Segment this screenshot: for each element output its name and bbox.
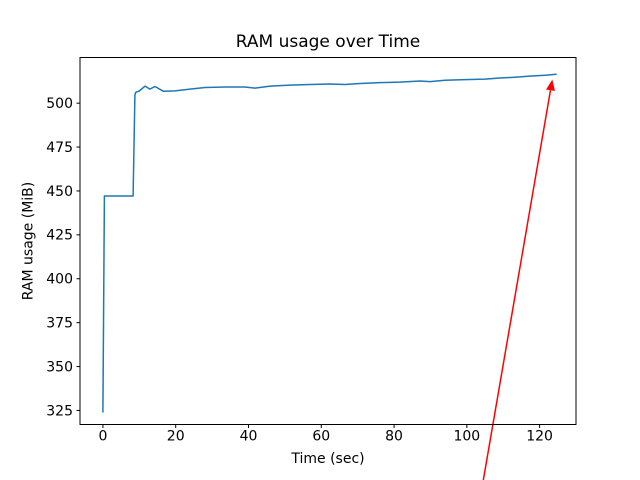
y-tick-label: 400 <box>46 272 73 288</box>
annotation-arrow-shaft <box>482 90 552 480</box>
annotation-arrow-head <box>546 79 555 92</box>
y-tick-label: 325 <box>46 403 73 419</box>
axes-spines <box>79 57 577 425</box>
x-tick-label: 100 <box>453 429 480 445</box>
y-tick-label: 450 <box>46 184 73 200</box>
x-tick-label: 20 <box>167 429 185 445</box>
axes-frame <box>79 57 577 425</box>
x-tick-label: 40 <box>240 429 258 445</box>
x-tick-label: 60 <box>312 429 330 445</box>
y-tick-label: 375 <box>46 315 73 331</box>
y-tick-label: 475 <box>46 140 73 156</box>
chart-title: RAM usage over Time <box>236 32 420 52</box>
y-tick-label: 425 <box>46 228 73 244</box>
x-tick-label: 120 <box>526 429 553 445</box>
y-tick-label: 500 <box>46 96 73 112</box>
x-axis-label: Time (sec) <box>290 451 364 467</box>
y-axis-label: RAM usage (MiB) <box>21 182 37 300</box>
ram-usage-line <box>102 73 557 413</box>
plot-area <box>102 73 557 480</box>
x-tick-label: 80 <box>385 429 403 445</box>
axis-ticks: 0 20 40 60 80 100 120 325 350 375 400 425 450 475 500 <box>46 96 553 445</box>
x-tick-label: 0 <box>98 429 107 445</box>
y-tick-label: 350 <box>46 359 73 375</box>
